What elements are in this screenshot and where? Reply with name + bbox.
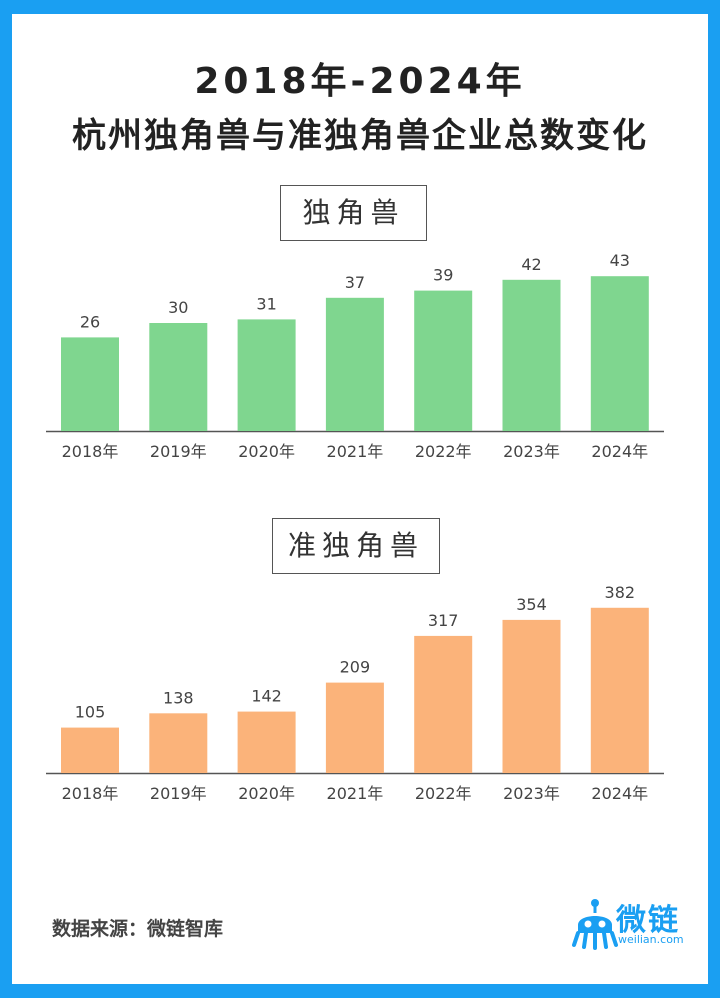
bar-value-label: 26 (80, 312, 100, 331)
bar (414, 290, 473, 431)
bar-value-label: 354 (516, 595, 547, 614)
x-tick-label: 2020年 (238, 784, 295, 803)
bar-value-label: 30 (168, 298, 188, 317)
bar-value-label: 317 (428, 611, 459, 630)
bar (149, 323, 208, 431)
bar (502, 619, 561, 773)
bar (590, 276, 649, 431)
chart-2-title: 准独角兽 (272, 518, 440, 574)
bar-value-label: 142 (251, 687, 282, 706)
x-tick-label: 2023年 (503, 784, 560, 803)
bar-value-label: 42 (521, 255, 541, 274)
x-tick-label: 2023年 (503, 442, 560, 461)
chart-1-title: 独角兽 (280, 185, 427, 241)
bar (237, 711, 296, 773)
x-tick-label: 2019年 (150, 442, 207, 461)
bar-value-label: 209 (340, 658, 371, 677)
weilian-logo: 微链 weilian.com (572, 893, 692, 953)
x-tick-label: 2021年 (327, 784, 384, 803)
bar (237, 319, 296, 431)
x-tick-label: 2020年 (238, 442, 295, 461)
bar-value-label: 138 (163, 688, 194, 707)
x-tick-label: 2019年 (150, 784, 207, 803)
x-tick-label: 2018年 (62, 442, 119, 461)
bar (590, 607, 649, 773)
bar (61, 727, 119, 773)
bar-value-label: 39 (433, 266, 453, 285)
bar (325, 682, 384, 773)
bar (414, 635, 473, 773)
x-tick-label: 2018年 (62, 784, 119, 803)
bar-value-label: 43 (610, 251, 630, 270)
poster-card (12, 14, 708, 984)
x-tick-label: 2022年 (415, 442, 472, 461)
bar-value-label: 37 (345, 273, 365, 292)
unicorn-bar-chart: 26 2018年 30 2019年 31 2020年 37 2021年 39 2022年 42 202… (46, 251, 664, 461)
bar-value-label: 105 (75, 703, 106, 722)
quasi-unicorn-bar-chart: 105 2018年 138 2019年 142 2020年 209 2021年 317 2022年… (46, 583, 664, 803)
robot-mascot-icon (572, 899, 618, 950)
data-source: 数据来源：微链智库 (52, 918, 224, 940)
title-line-2: 杭州独角兽与准独角兽企业总数变化 (72, 116, 648, 156)
bar (325, 297, 384, 431)
logo-name: 微链 (616, 903, 680, 938)
x-tick-label: 2024年 (591, 784, 648, 803)
logo-url: weilian.com (618, 933, 684, 946)
bar (149, 713, 208, 773)
bar-value-label: 31 (256, 294, 276, 313)
x-tick-label: 2022年 (415, 784, 472, 803)
bar (502, 279, 561, 431)
bar (61, 337, 119, 431)
title-line-1: 2018年-2024年 (194, 61, 526, 102)
x-tick-label: 2024年 (591, 442, 648, 461)
x-tick-label: 2021年 (327, 442, 384, 461)
bar-value-label: 382 (605, 583, 636, 602)
